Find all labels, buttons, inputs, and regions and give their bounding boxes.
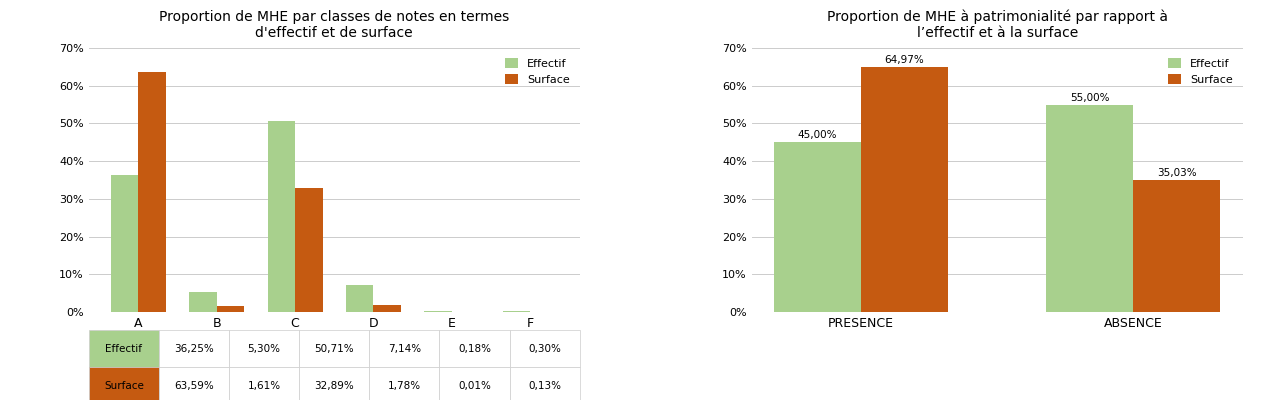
- Bar: [295, 188, 322, 312]
- Bar: [217, 306, 245, 312]
- Bar: [138, 72, 166, 312]
- Text: 45,00%: 45,00%: [798, 130, 837, 140]
- Bar: [268, 121, 295, 312]
- Text: 55,00%: 55,00%: [1070, 93, 1110, 103]
- Bar: [373, 305, 401, 312]
- Title: Proportion de MHE à patrimonialité par rapport à
l’effectif et à la surface: Proportion de MHE à patrimonialité par r…: [827, 9, 1168, 40]
- Bar: [1046, 104, 1134, 312]
- Text: 35,03%: 35,03%: [1156, 168, 1197, 178]
- Bar: [189, 292, 217, 312]
- Legend: Effectif, Surface: Effectif, Surface: [1163, 54, 1238, 90]
- Bar: [861, 67, 948, 312]
- Bar: [773, 142, 861, 312]
- Bar: [346, 285, 373, 312]
- Bar: [502, 311, 530, 312]
- Bar: [112, 175, 138, 312]
- Bar: [1134, 180, 1220, 312]
- Legend: Effectif, Surface: Effectif, Surface: [501, 54, 574, 90]
- Text: 64,97%: 64,97%: [885, 55, 924, 65]
- Bar: [425, 311, 451, 312]
- Title: Proportion de MHE par classes de notes en termes
d'effectif et de surface: Proportion de MHE par classes de notes e…: [160, 10, 510, 40]
